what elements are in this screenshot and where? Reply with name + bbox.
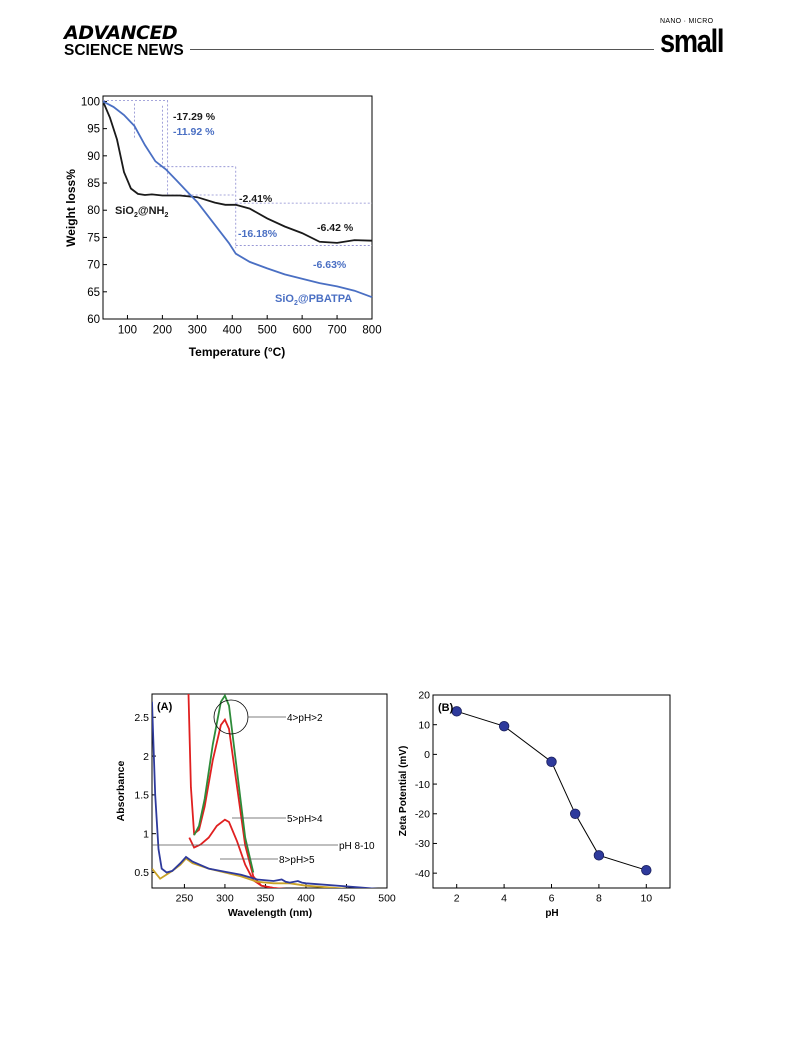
y-tick-label: -10	[415, 779, 430, 791]
x-tick-label: 450	[338, 893, 356, 905]
connector-line	[456, 710, 647, 871]
y-axis-label: Zeta Potential (mV)	[398, 746, 409, 837]
y-tick-label: -40	[415, 868, 430, 880]
spectrum-line	[188, 818, 287, 888]
series-line	[102, 100, 373, 299]
y-tick-label: 60	[87, 314, 100, 326]
x-tick-label: 100	[118, 325, 137, 337]
annotation-loss-3: -2.41%	[239, 193, 273, 205]
annotation-loss-6: -6.63%	[313, 259, 347, 271]
y-tick-label: 100	[81, 96, 100, 108]
x-tick-label: 500	[258, 325, 277, 337]
x-tick-label: 500	[378, 893, 396, 905]
y-tick-label: 1	[143, 828, 149, 840]
y-tick-label: 2.5	[134, 712, 149, 724]
journal-header-left: ADVANCED SCIENCE NEWS	[64, 24, 184, 59]
x-tick-label: 700	[327, 325, 346, 337]
series-label-sio2-nh2: SiO2@NH2	[115, 205, 168, 219]
x-tick-label: 250	[176, 893, 194, 905]
y-tick-label: -20	[415, 808, 430, 820]
x-tick-label: 800	[362, 325, 381, 337]
series-group	[102, 100, 373, 299]
y-tick-label: 95	[87, 124, 100, 136]
tga-chart: 100 200 300 400 500 600 700 800 60 65 70 75 80 85 90 95…	[64, 95, 382, 359]
x-tick-label: 6	[549, 893, 555, 905]
publisher-logo-line1: ADVANCED	[64, 22, 178, 44]
series-group	[451, 706, 652, 876]
spectrum-line	[187, 694, 283, 888]
annotation-loss-1: -17.29 %	[173, 111, 216, 123]
annotation-loss-4: -16.18%	[238, 228, 278, 240]
series-label-sio2-pbatpa: SiO2@PBATPA	[275, 293, 352, 307]
x-tick-label: 300	[188, 325, 207, 337]
journal-tagline: NANO · MICRO	[660, 18, 714, 25]
x-axis-label: pH	[545, 908, 558, 919]
publisher-logo-line2: SCIENCE NEWS	[64, 42, 184, 59]
x-axis-label: Temperature (°C)	[189, 345, 286, 359]
y-tick-label: 80	[87, 205, 100, 217]
y-tick-label: 0	[424, 749, 430, 761]
y-tick-label: 10	[418, 719, 430, 731]
data-point	[451, 706, 462, 717]
plot-frame	[102, 95, 373, 320]
x-tick-label: 400	[297, 893, 315, 905]
y-tick-label: 2	[143, 751, 149, 763]
data-point	[569, 808, 581, 819]
tick-group: 2 4 6 8 10 -40 -30 -20 -10 0 10 20	[415, 690, 652, 905]
x-tick-label: 2	[454, 893, 460, 905]
x-tick-label: 350	[257, 893, 275, 905]
x-tick-label: 200	[153, 325, 172, 337]
panel-label-b: (B)	[438, 702, 454, 714]
data-point	[498, 720, 510, 732]
guide-lines	[103, 99, 372, 249]
spectrum-line	[152, 701, 379, 888]
journal-logo: small	[660, 23, 724, 59]
data-point	[641, 864, 652, 876]
x-tick-label: 10	[640, 893, 652, 905]
tick-group: 250 300 350 400 450 500 0.5 1 1.5 2 2.5	[134, 712, 396, 905]
tick-group: 100 200 300 400 500 600 700 800 60 65 70 75 80 85 90 95…	[81, 96, 382, 336]
x-axis-label: Wavelength (nm)	[228, 907, 312, 919]
y-tick-label: -30	[415, 838, 430, 850]
annotation-ph-2: 5>pH>4	[287, 814, 323, 825]
y-tick-label: 75	[87, 232, 100, 244]
data-point	[593, 850, 605, 861]
y-axis-label: Weight loss%	[64, 169, 78, 247]
zeta-potential-chart: 2 4 6 8 10 -40 -30 -20 -10 0 10 20 (B) Zeta Potenti…	[398, 690, 671, 919]
header-divider	[190, 49, 654, 50]
y-tick-label: 70	[87, 260, 100, 272]
x-tick-label: 400	[223, 325, 242, 337]
annotation-ph-3: pH 8-10	[339, 841, 375, 852]
x-tick-label: 4	[501, 893, 507, 905]
y-tick-label: 1.5	[134, 790, 149, 802]
y-tick-label: 20	[418, 690, 430, 702]
x-tick-label: 600	[293, 325, 312, 337]
spectrum-line	[193, 694, 255, 873]
series-group	[152, 694, 379, 888]
y-tick-label: 90	[87, 151, 100, 163]
y-tick-label: 85	[87, 178, 100, 190]
y-axis-label: Absorbance	[115, 761, 127, 822]
y-tick-label: 65	[87, 287, 100, 299]
uv-vis-chart: 250 300 350 400 450 500 0.5 1 1.5 2 2.5 (A) 4>pH>2…	[115, 693, 396, 919]
data-point	[546, 756, 557, 768]
series-line	[102, 101, 373, 244]
plot-frame	[432, 694, 671, 889]
annotation-loss-2: -11.92 %	[173, 126, 215, 138]
y-tick-label: 0.5	[134, 867, 149, 879]
annotation-loss-5: -6.42 %	[317, 222, 354, 234]
journal-header-right: NANO · MICRO small	[660, 18, 730, 59]
annotation-arrows	[152, 716, 338, 860]
panel-label-a: (A)	[157, 701, 173, 713]
x-tick-label: 8	[596, 893, 602, 905]
annotation-ph-1: 4>pH>2	[287, 713, 323, 724]
annotation-ph-4: 8>pH>5	[279, 855, 315, 866]
x-tick-label: 300	[216, 893, 234, 905]
